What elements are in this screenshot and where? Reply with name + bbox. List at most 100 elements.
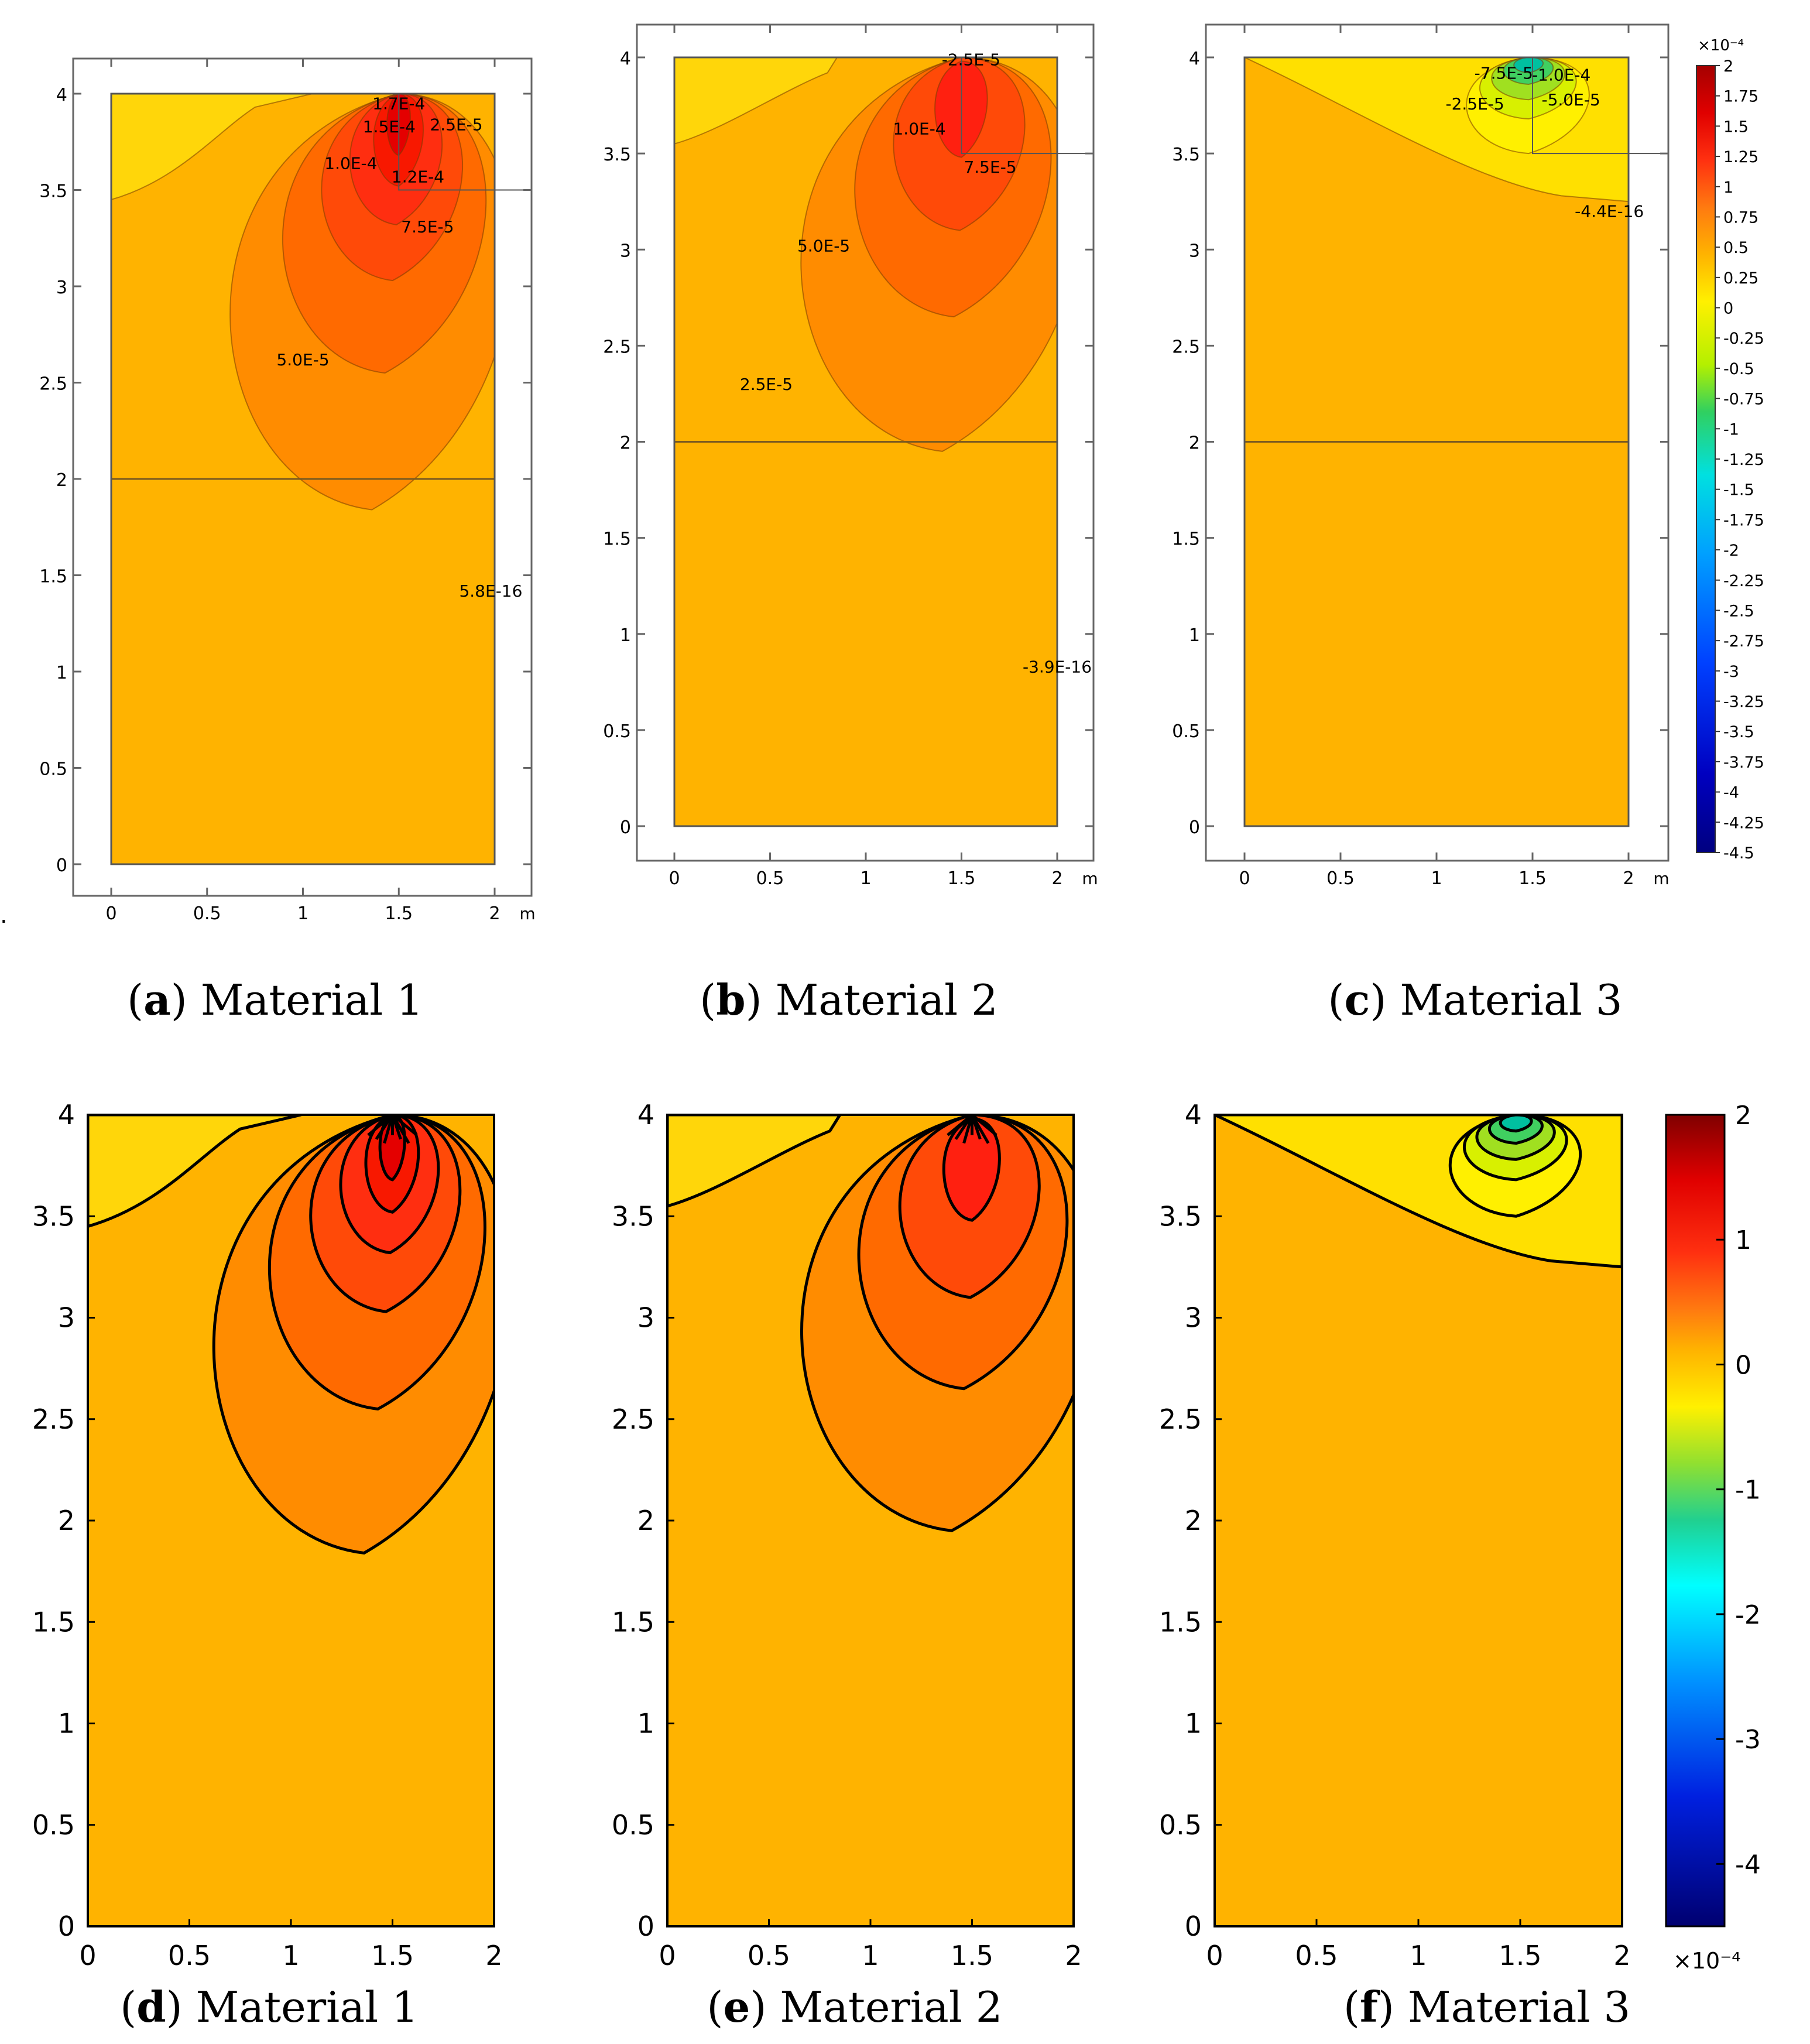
y-tick-label-c-2: 1 xyxy=(1189,625,1200,646)
y-tick-label-f-5: 2.5 xyxy=(1159,1403,1202,1435)
y-tick-label-d-2: 1 xyxy=(58,1708,75,1740)
x-tick-label-d-0: 0 xyxy=(79,1940,96,1971)
source-box-b xyxy=(961,57,1093,155)
x-tick-label-e-0: 0 xyxy=(659,1940,676,1971)
contour-label-c-3: -2.5E-5 xyxy=(1445,94,1504,114)
colorbar-top-label-17: -2.25 xyxy=(1723,572,1764,590)
caption-c-title: Material 3 xyxy=(1400,975,1623,1025)
x-tick-label-b-3: 1.5 xyxy=(948,868,976,889)
caption-e-title: Material 2 xyxy=(780,1983,1003,2032)
caption-b-title: Material 2 xyxy=(775,975,998,1025)
colorbar-top-label-19: -2.75 xyxy=(1723,632,1764,650)
colorbar-top-label-3: 1.25 xyxy=(1723,148,1758,166)
y-tick-label-b-3: 1.5 xyxy=(603,529,631,550)
colorbar-top-label-22: -3.5 xyxy=(1723,723,1754,741)
caption-f-letter: f xyxy=(1359,1982,1378,2032)
y-tick-label-a-1: 0.5 xyxy=(39,759,67,780)
caption-a-letter: a xyxy=(143,975,171,1025)
y-tick-label-d-5: 2.5 xyxy=(32,1403,75,1435)
source-box-a xyxy=(398,94,532,191)
y-tick-label-c-6: 3 xyxy=(1189,241,1200,261)
y-tick-label-f-4: 2 xyxy=(1185,1505,1202,1536)
contour-label-a-1: 1.5E-4 xyxy=(363,117,416,136)
x-tick-label-c-4: 2 xyxy=(1623,868,1634,889)
caption-c: (c) Material 3 xyxy=(1328,975,1623,1025)
x-tick-label-f-4: 2 xyxy=(1613,1940,1630,1971)
y-tick-label-d-0: 0 xyxy=(58,1911,75,1942)
x-tick-label-f-0: 0 xyxy=(1206,1940,1223,1971)
x-tick-label-f-1: 0.5 xyxy=(1295,1940,1338,1971)
colorbar-top-label-5: 0.75 xyxy=(1723,208,1758,227)
x-tick-label-d-4: 2 xyxy=(485,1940,502,1971)
colorbar-top-label-8: 0 xyxy=(1723,300,1733,318)
colorbar-top-label-25: -4.25 xyxy=(1723,814,1764,832)
colorbar-top-label-10: -0.5 xyxy=(1723,360,1754,378)
contour-label-b-5: -3.9E-16 xyxy=(1023,658,1092,677)
contour-label-b-2: 7.5E-5 xyxy=(964,158,1016,177)
x-tick-label-f-2: 1 xyxy=(1410,1940,1427,1971)
colorbar-bottom-label-3: -1 xyxy=(1735,1475,1761,1505)
contour-tick-e-6 xyxy=(971,1115,997,1136)
plot-frame-b xyxy=(673,56,1058,827)
colorbar-top-label-16: -2 xyxy=(1723,542,1739,560)
y-tick-label-c-7: 3.5 xyxy=(1172,145,1200,165)
caption-d-title: Material 1 xyxy=(196,1983,419,2032)
y-tick-label-c-1: 0.5 xyxy=(1172,721,1200,742)
y-tick-label-d-8: 4 xyxy=(58,1099,75,1131)
contour-label-c-2: -5.0E-5 xyxy=(1541,90,1600,109)
x-tick-label-a-0: 0 xyxy=(105,903,116,924)
y-tick-label-e-1: 0.5 xyxy=(612,1809,654,1841)
low-region-a xyxy=(111,94,313,200)
colorbar-top-label-26: -4.5 xyxy=(1723,844,1754,862)
y-tick-label-a-8: 4 xyxy=(56,85,67,105)
colorbar-bottom-label-6: -4 xyxy=(1735,1850,1761,1879)
x-tick-label-c-3: 1.5 xyxy=(1518,868,1547,889)
contour-label-c-1: -1.0E-4 xyxy=(1532,66,1590,85)
y-tick-label-a-2: 1 xyxy=(56,663,67,683)
colorbar-top xyxy=(1696,65,1716,853)
x-unit-label-a: m xyxy=(519,904,535,923)
x-tick-label-e-1: 0.5 xyxy=(748,1940,790,1971)
y-tick-label-a-7: 3.5 xyxy=(39,182,67,202)
contour-label-b-1: 1.0E-4 xyxy=(893,119,945,138)
y-tick-label-d-7: 3.5 xyxy=(32,1200,75,1232)
x-tick-label-b-4: 2 xyxy=(1051,868,1062,889)
contour-label-a-7: 5.8E-16 xyxy=(459,581,522,601)
y-tick-label-a-5: 2.5 xyxy=(39,374,67,395)
x-tick-label-c-0: 0 xyxy=(1239,868,1250,889)
y-tick-label-f-3: 1.5 xyxy=(1159,1606,1202,1638)
x-unit-label-c: m xyxy=(1653,869,1669,888)
x-unit-label-b: m xyxy=(1082,869,1098,888)
contour-e-3 xyxy=(942,1117,1001,1222)
caption-d: (d) Material 1 xyxy=(120,1982,419,2032)
y-tick-label-e-7: 3.5 xyxy=(612,1200,654,1232)
y-tick-label-e-5: 2.5 xyxy=(612,1403,654,1435)
colorbar-bottom-label-5: -3 xyxy=(1735,1725,1761,1755)
y-tick-label-f-6: 3 xyxy=(1185,1302,1202,1334)
x-tick-label-a-2: 1 xyxy=(297,903,308,924)
field-c xyxy=(1245,57,1629,826)
y-tick-label-b-2: 1 xyxy=(620,625,631,646)
low-region-b xyxy=(674,57,838,145)
x-tick-label-a-1: 0.5 xyxy=(193,903,221,924)
colorbar-top-label-18: -2.5 xyxy=(1723,602,1754,620)
caption-b-letter: b xyxy=(716,975,746,1025)
x-tick-label-d-3: 1.5 xyxy=(371,1940,414,1971)
contour-tick-d-1 xyxy=(375,1115,394,1140)
colorbar-top-label-6: 0.5 xyxy=(1723,239,1749,257)
y-tick-label-f-0: 0 xyxy=(1185,1911,1202,1942)
contour-tick-e-0 xyxy=(947,1115,973,1136)
colorbar-bottom-label-0: 2 xyxy=(1735,1101,1751,1131)
contour-tick-d-5 xyxy=(391,1115,410,1144)
y-tick-label-e-4: 2 xyxy=(637,1505,654,1536)
contour-label-a-6: 5.0E-5 xyxy=(276,350,329,369)
y-tick-label-c-0: 0 xyxy=(1189,817,1200,838)
y-tick-label-c-3: 1.5 xyxy=(1172,529,1200,550)
caption-a: (a) Material 1 xyxy=(126,975,424,1025)
field-f xyxy=(1215,1115,1622,1926)
source-box-c xyxy=(1532,57,1668,155)
colorbar-top-label-7: 0.25 xyxy=(1723,269,1758,287)
colorbar-top-label-12: -1 xyxy=(1723,420,1739,439)
y-tick-label-a-0: 0 xyxy=(56,855,67,876)
colorbar-top-label-14: -1.5 xyxy=(1723,481,1754,499)
